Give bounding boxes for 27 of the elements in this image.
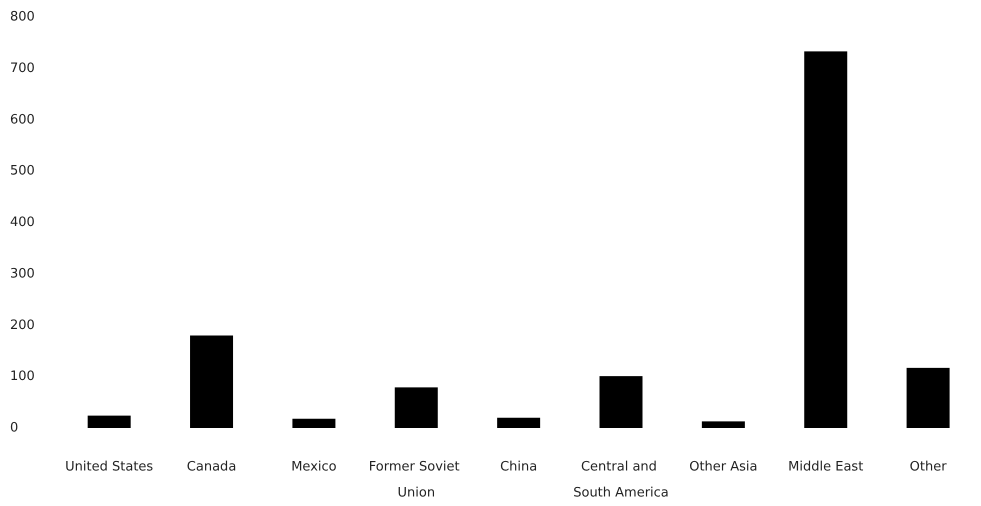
x-tick-label: Former Soviet Union: [368, 460, 464, 500]
x-tick-label: Mexico: [291, 460, 337, 474]
x-tick-label: Central and South America: [573, 460, 669, 500]
x-tick-label: United States: [65, 460, 154, 474]
bar: [906, 368, 950, 428]
bar: [702, 421, 745, 428]
y-tick-label: 400: [10, 215, 35, 230]
x-tick-label: China: [500, 460, 538, 474]
y-tick-label: 800: [10, 10, 35, 24]
bar: [497, 418, 540, 428]
y-tick-label: 300: [10, 266, 35, 282]
bar: [88, 416, 131, 428]
x-tick-label: Middle East: [788, 460, 864, 474]
bar: [394, 387, 438, 428]
x-tick-label: Canada: [186, 460, 236, 474]
bar: [190, 336, 234, 428]
y-tick-label: 200: [10, 318, 35, 333]
y-tick-label: 600: [10, 112, 35, 128]
bar: [804, 51, 848, 428]
y-tick-label: 700: [10, 60, 35, 76]
y-tick-label: 500: [10, 164, 35, 179]
x-tick-label: Other Asia: [689, 460, 758, 474]
bar: [292, 418, 336, 428]
y-tick-label: 0: [10, 420, 18, 436]
x-tick-label: Other: [910, 460, 948, 474]
bar: [600, 376, 643, 428]
y-tick-label: 100: [10, 369, 35, 384]
